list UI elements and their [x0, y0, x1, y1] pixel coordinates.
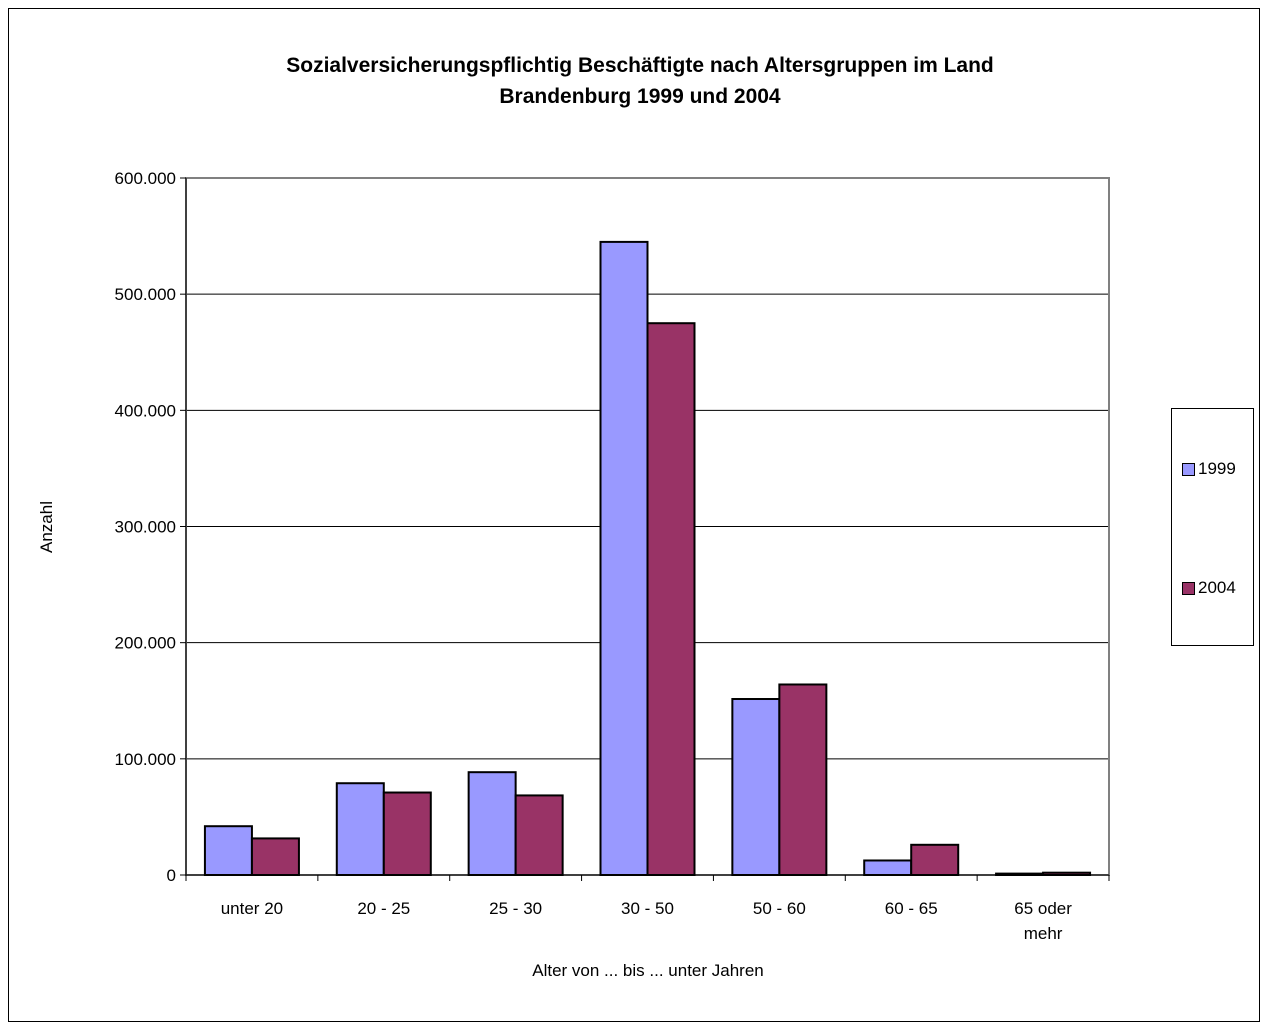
bar-1999-4 — [731, 698, 781, 876]
x-tick-label: 25 - 30 — [489, 899, 542, 918]
y-tick-label: 200.000 — [115, 634, 176, 653]
x-tick-label: mehr — [1024, 924, 1063, 943]
y-tick-label: 500.000 — [115, 285, 176, 304]
y-tick-labels: 0 100.000 200.000 300.000 400.000 500.000 600.… — [115, 169, 176, 885]
y-tick-label: 0 — [167, 866, 176, 885]
x-axis-label: Alter von ... bis ... unter Jahren — [532, 961, 764, 980]
chart-title-line-1: Sozialversicherungspflichtig Beschäftigt… — [286, 54, 994, 77]
bar-2004-2 — [514, 794, 564, 877]
legend-item-1999: 1999 — [1182, 459, 1236, 479]
bar-2004-4 — [778, 683, 828, 877]
x-tick-label: 65 oder — [1014, 899, 1072, 918]
x-tick-label: 30 - 50 — [621, 899, 674, 918]
x-tick-labels: unter 20 20 - 25 25 - 30 30 - 50 50 - 60 60 -… — [221, 899, 1072, 943]
y-tick-label: 600.000 — [115, 169, 176, 188]
legend-swatch-1999 — [1182, 462, 1195, 476]
bars — [203, 240, 1092, 877]
y-tick-label: 300.000 — [115, 518, 176, 537]
bar-1999-3 — [599, 240, 649, 876]
legend: 1999 2004 — [1171, 408, 1254, 646]
x-tick-label: 60 - 65 — [885, 899, 938, 918]
legend-item-2004: 2004 — [1182, 578, 1236, 598]
bar-2004-5 — [910, 843, 960, 877]
chart-title-line-2: Brandenburg 1999 und 2004 — [499, 85, 781, 108]
legend-label-2004: 2004 — [1198, 578, 1236, 597]
axes — [180, 177, 1110, 881]
x-tick-label: 50 - 60 — [753, 899, 806, 918]
bar-2004-0 — [250, 837, 300, 876]
legend-swatch-2004 — [1182, 581, 1195, 595]
y-axis-label: Anzahl — [37, 501, 56, 553]
bar-2004-3 — [646, 322, 696, 877]
bar-1999-5 — [863, 859, 913, 877]
bar-1999-1 — [335, 782, 385, 876]
x-tick-label: 20 - 25 — [357, 899, 410, 918]
bar-1999-0 — [203, 825, 253, 877]
y-tick-label: 400.000 — [115, 401, 176, 420]
x-tick-label: unter 20 — [221, 899, 283, 918]
y-tick-label: 100.000 — [115, 750, 176, 769]
bar-1999-2 — [467, 771, 517, 877]
legend-label-1999: 1999 — [1198, 459, 1236, 478]
bar-2004-1 — [382, 791, 432, 876]
chart-title: Sozialversicherungspflichtig Beschäftigt… — [100, 50, 1180, 112]
